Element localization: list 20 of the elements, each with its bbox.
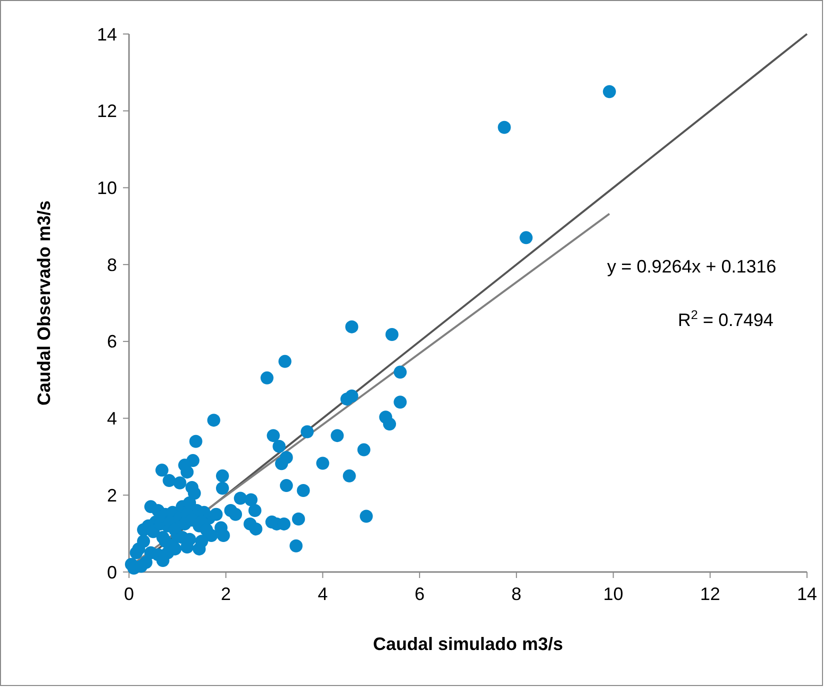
y-axis-title: Caudal Observado m3/s	[34, 200, 54, 406]
x-tick-label: 14	[796, 584, 818, 604]
x-tick-label: 4	[318, 584, 328, 604]
x-axis-title: Caudal simulado m3/s	[372, 634, 564, 654]
x-tick-label: 6	[414, 584, 425, 604]
x-tick-label: 0	[124, 584, 134, 604]
x-tick-label: 2	[220, 584, 231, 604]
y-tick-label: 6	[106, 332, 117, 352]
annotation: y = 0.9264x + 0.1316	[607, 256, 776, 276]
y-tick-label: 4	[106, 408, 117, 429]
y-tick-label: 12	[96, 101, 117, 122]
y-tick-label: 14	[96, 24, 117, 44]
x-tick-label: 10	[603, 584, 624, 604]
y-tick-label: 10	[96, 178, 117, 198]
y-tick-label: 8	[106, 254, 117, 275]
x-tick-label: 12	[700, 584, 720, 604]
y-tick-label: 2	[106, 485, 117, 506]
x-tick-label: 8	[511, 584, 522, 604]
annotation: R$^{2}$ = 0.7494	[678, 308, 774, 330]
y-tick-label: 0	[106, 562, 117, 582]
